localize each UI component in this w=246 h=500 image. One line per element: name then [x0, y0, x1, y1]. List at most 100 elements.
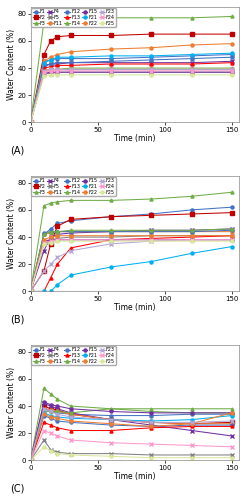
F12: [109, 58, 112, 64]
F21: [56, 282, 59, 288]
F12: [56, 418, 59, 424]
F5: [43, 241, 46, 247]
F25: [56, 72, 59, 78]
F3: [49, 18, 52, 24]
F12: [109, 228, 112, 234]
F25: [49, 72, 52, 78]
F12: [230, 228, 233, 234]
F5: [109, 234, 112, 240]
F3: [56, 16, 59, 22]
F24: [150, 237, 153, 243]
F12: [69, 60, 72, 66]
Line: F5: F5: [29, 234, 233, 293]
F12: [109, 422, 112, 428]
F13: [230, 424, 233, 430]
F15: [49, 237, 52, 243]
Line: F12: F12: [29, 414, 233, 462]
F21: [49, 57, 52, 63]
F21: [43, 410, 46, 416]
F21: [150, 418, 153, 424]
F1: [150, 211, 153, 217]
F11: [29, 458, 32, 464]
F1: [49, 408, 52, 414]
F11: [109, 228, 112, 234]
F21: [43, 60, 46, 66]
F12: [230, 422, 233, 428]
F11: [69, 411, 72, 417]
Line: F1: F1: [29, 206, 233, 293]
F3: [29, 120, 32, 126]
F22: [43, 237, 46, 243]
F21: [56, 54, 59, 60]
F13: [190, 61, 193, 67]
Line: F24: F24: [29, 238, 233, 293]
Line: F12: F12: [29, 229, 233, 293]
Line: F5: F5: [29, 438, 233, 462]
F1: [56, 410, 59, 416]
Text: (A): (A): [10, 146, 24, 156]
F3: [69, 403, 72, 409]
F14: [190, 410, 193, 416]
F11: [56, 228, 59, 234]
F23: [230, 66, 233, 72]
F1: [230, 204, 233, 210]
F25: [43, 241, 46, 247]
Line: F25: F25: [29, 446, 233, 462]
F3: [56, 198, 59, 204]
F24: [43, 428, 46, 434]
F3: [69, 198, 72, 203]
F14: [29, 120, 32, 126]
F11: [43, 232, 46, 237]
F24: [69, 68, 72, 74]
F5: [49, 237, 52, 243]
F15: [190, 69, 193, 75]
F24: [56, 237, 59, 243]
F25: [56, 238, 59, 244]
F22: [49, 66, 52, 72]
F14: [43, 408, 46, 414]
F12: [49, 228, 52, 234]
F3: [43, 19, 46, 25]
F5: [230, 232, 233, 238]
F5: [230, 69, 233, 75]
F1: [150, 412, 153, 418]
F24: [69, 237, 72, 243]
F22: [109, 232, 112, 238]
F23: [190, 420, 193, 426]
F2: [150, 420, 153, 426]
F12: [56, 60, 59, 66]
F1: [69, 411, 72, 417]
F24: [56, 433, 59, 439]
F24: [230, 444, 233, 450]
F12: [56, 228, 59, 234]
F25: [109, 238, 112, 244]
F15: [109, 408, 112, 414]
F11: [69, 49, 72, 55]
Line: F21: F21: [29, 245, 233, 293]
F1: [49, 57, 52, 63]
F15: [56, 403, 59, 409]
F1: [109, 56, 112, 62]
F1: [190, 207, 193, 213]
F4: [69, 230, 72, 236]
F14: [43, 232, 46, 237]
F11: [230, 228, 233, 234]
Line: F2: F2: [29, 211, 233, 293]
F11: [29, 288, 32, 294]
F4: [109, 60, 112, 66]
F22: [56, 416, 59, 422]
F2: [29, 458, 32, 464]
F24: [190, 237, 193, 243]
F2: [109, 416, 112, 422]
F5: [150, 452, 153, 458]
F4: [230, 58, 233, 64]
F12: [43, 230, 46, 236]
F23: [150, 238, 153, 244]
F11: [69, 228, 72, 234]
F3: [56, 396, 59, 402]
F4: [150, 422, 153, 428]
F2: [49, 38, 52, 44]
Line: F22: F22: [29, 234, 233, 293]
F21: [69, 416, 72, 422]
X-axis label: Time (min): Time (min): [114, 472, 155, 481]
